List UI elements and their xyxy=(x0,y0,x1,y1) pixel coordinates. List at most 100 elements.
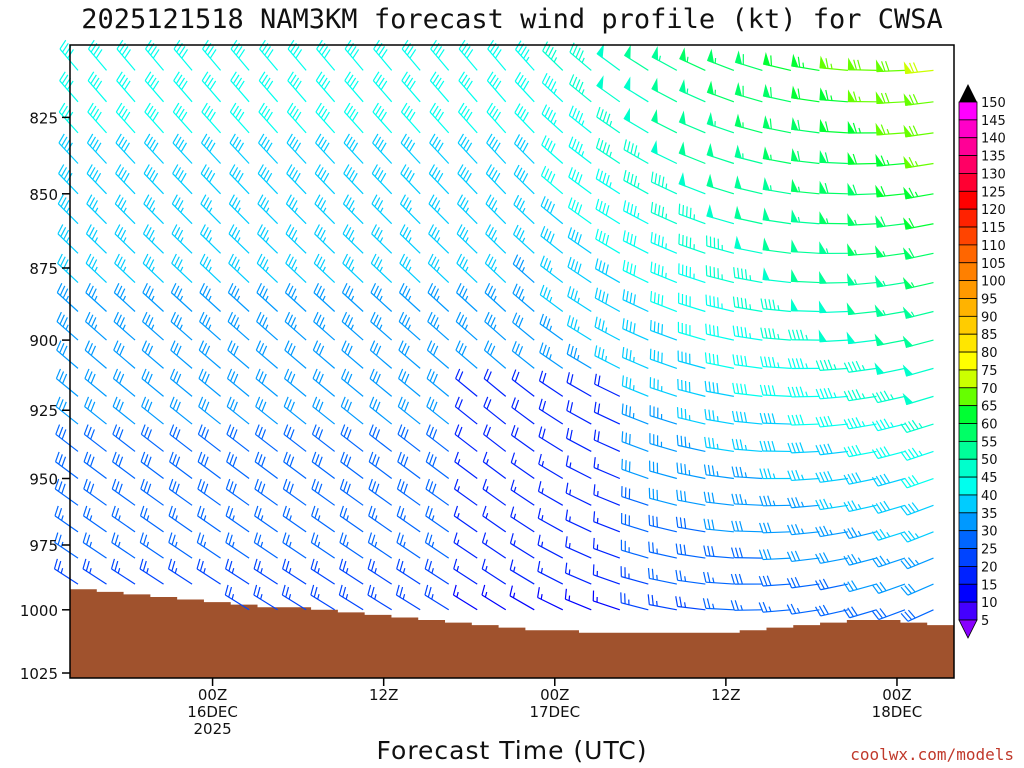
wind-barb xyxy=(650,261,678,284)
wind-barb xyxy=(621,346,649,369)
wind-barb xyxy=(537,507,564,533)
wind-barb xyxy=(340,451,364,479)
colorbar-label: 25 xyxy=(981,543,998,558)
wind-barb xyxy=(790,269,820,284)
wind-barb xyxy=(372,133,393,164)
wind-barb xyxy=(819,87,848,103)
colorbar-swatch xyxy=(958,262,978,282)
wind-barb xyxy=(843,553,877,566)
colorbar-label: 105 xyxy=(981,257,1006,272)
wind-barb xyxy=(429,133,450,164)
wind-barb xyxy=(370,311,393,341)
wind-barb xyxy=(538,426,564,452)
wind-barb xyxy=(731,466,763,480)
colorbar-label: 20 xyxy=(981,560,998,575)
wind-barb xyxy=(453,478,478,506)
wind-barb xyxy=(819,241,848,255)
wind-barb xyxy=(396,478,421,506)
wind-barb xyxy=(397,424,421,452)
wind-barb xyxy=(819,211,848,225)
wind-barb xyxy=(311,424,336,452)
wind-barb xyxy=(843,500,877,513)
wind-barb xyxy=(871,418,906,432)
colorbar-swatch xyxy=(958,494,978,514)
wind-barb xyxy=(170,282,193,312)
wind-barb xyxy=(341,340,364,369)
wind-barb xyxy=(787,414,820,426)
wind-barb xyxy=(139,532,164,559)
colorbar-label: 95 xyxy=(981,292,998,307)
wind-barb xyxy=(371,224,393,254)
wind-barb xyxy=(734,50,763,71)
wind-barb xyxy=(511,341,535,369)
wind-barb xyxy=(367,532,393,559)
wind-barb xyxy=(622,200,649,225)
wind-barb xyxy=(564,588,592,611)
colorbar-swatch xyxy=(958,101,978,121)
wind-barb xyxy=(731,493,763,506)
wind-barb xyxy=(540,255,564,284)
wind-barb xyxy=(371,164,393,195)
wind-barb xyxy=(819,150,848,165)
wind-barb xyxy=(428,164,450,195)
wind-barb xyxy=(226,424,250,452)
wind-barb xyxy=(111,532,136,559)
wind-barb xyxy=(903,93,934,106)
wind-barbs xyxy=(53,39,934,622)
wind-barb xyxy=(315,102,336,134)
wind-barb xyxy=(705,294,735,313)
plot-frame xyxy=(69,44,955,679)
wind-barb xyxy=(253,558,278,585)
wind-barb xyxy=(678,203,706,225)
wind-barb xyxy=(622,289,649,313)
wind-barb xyxy=(875,122,906,136)
wind-barb xyxy=(314,194,336,225)
wind-barb xyxy=(514,134,535,164)
wind-barb xyxy=(541,135,564,164)
wind-barb xyxy=(199,253,221,284)
wind-barb xyxy=(455,311,478,341)
wind-barb xyxy=(730,547,763,559)
wind-barb xyxy=(172,164,193,195)
colorbar-label: 80 xyxy=(981,346,998,361)
wind-barb xyxy=(567,227,592,254)
wind-barb xyxy=(675,543,706,559)
wind-barb xyxy=(648,541,677,559)
y-tick-label: 925 xyxy=(29,402,58,420)
wind-barb xyxy=(511,397,535,425)
wind-barb xyxy=(197,451,221,479)
wind-barb xyxy=(343,102,364,134)
wind-barb xyxy=(815,578,849,591)
wind-barb xyxy=(786,603,820,615)
wind-barb xyxy=(871,555,906,568)
colorbar-label: 85 xyxy=(981,328,998,343)
wind-barb xyxy=(762,115,792,134)
wind-barb xyxy=(650,201,678,225)
wind-barb xyxy=(759,468,791,480)
wind-barb xyxy=(368,451,393,479)
wind-barb xyxy=(140,424,164,452)
wind-barb xyxy=(902,306,934,319)
wind-barb xyxy=(400,164,421,195)
wind-barb xyxy=(396,558,421,585)
wind-barb xyxy=(705,235,735,254)
wind-barb xyxy=(815,552,849,564)
wind-barb xyxy=(734,235,763,254)
wind-barb xyxy=(760,298,791,313)
wind-barb xyxy=(340,396,364,425)
wind-barb xyxy=(111,478,136,506)
wind-barb xyxy=(482,451,507,479)
wind-barb xyxy=(648,514,677,533)
wind-barb xyxy=(874,304,906,318)
wind-barb xyxy=(281,584,307,611)
wind-barb xyxy=(199,282,221,312)
wind-barb xyxy=(143,133,164,164)
wind-barb xyxy=(537,481,564,506)
wind-barb xyxy=(566,400,592,425)
wind-barb xyxy=(427,311,450,341)
wind-barb xyxy=(786,577,820,589)
wind-barb xyxy=(513,164,535,195)
wind-barb xyxy=(902,364,934,377)
wind-barb xyxy=(875,91,906,105)
colorbar-swatch xyxy=(958,315,978,335)
